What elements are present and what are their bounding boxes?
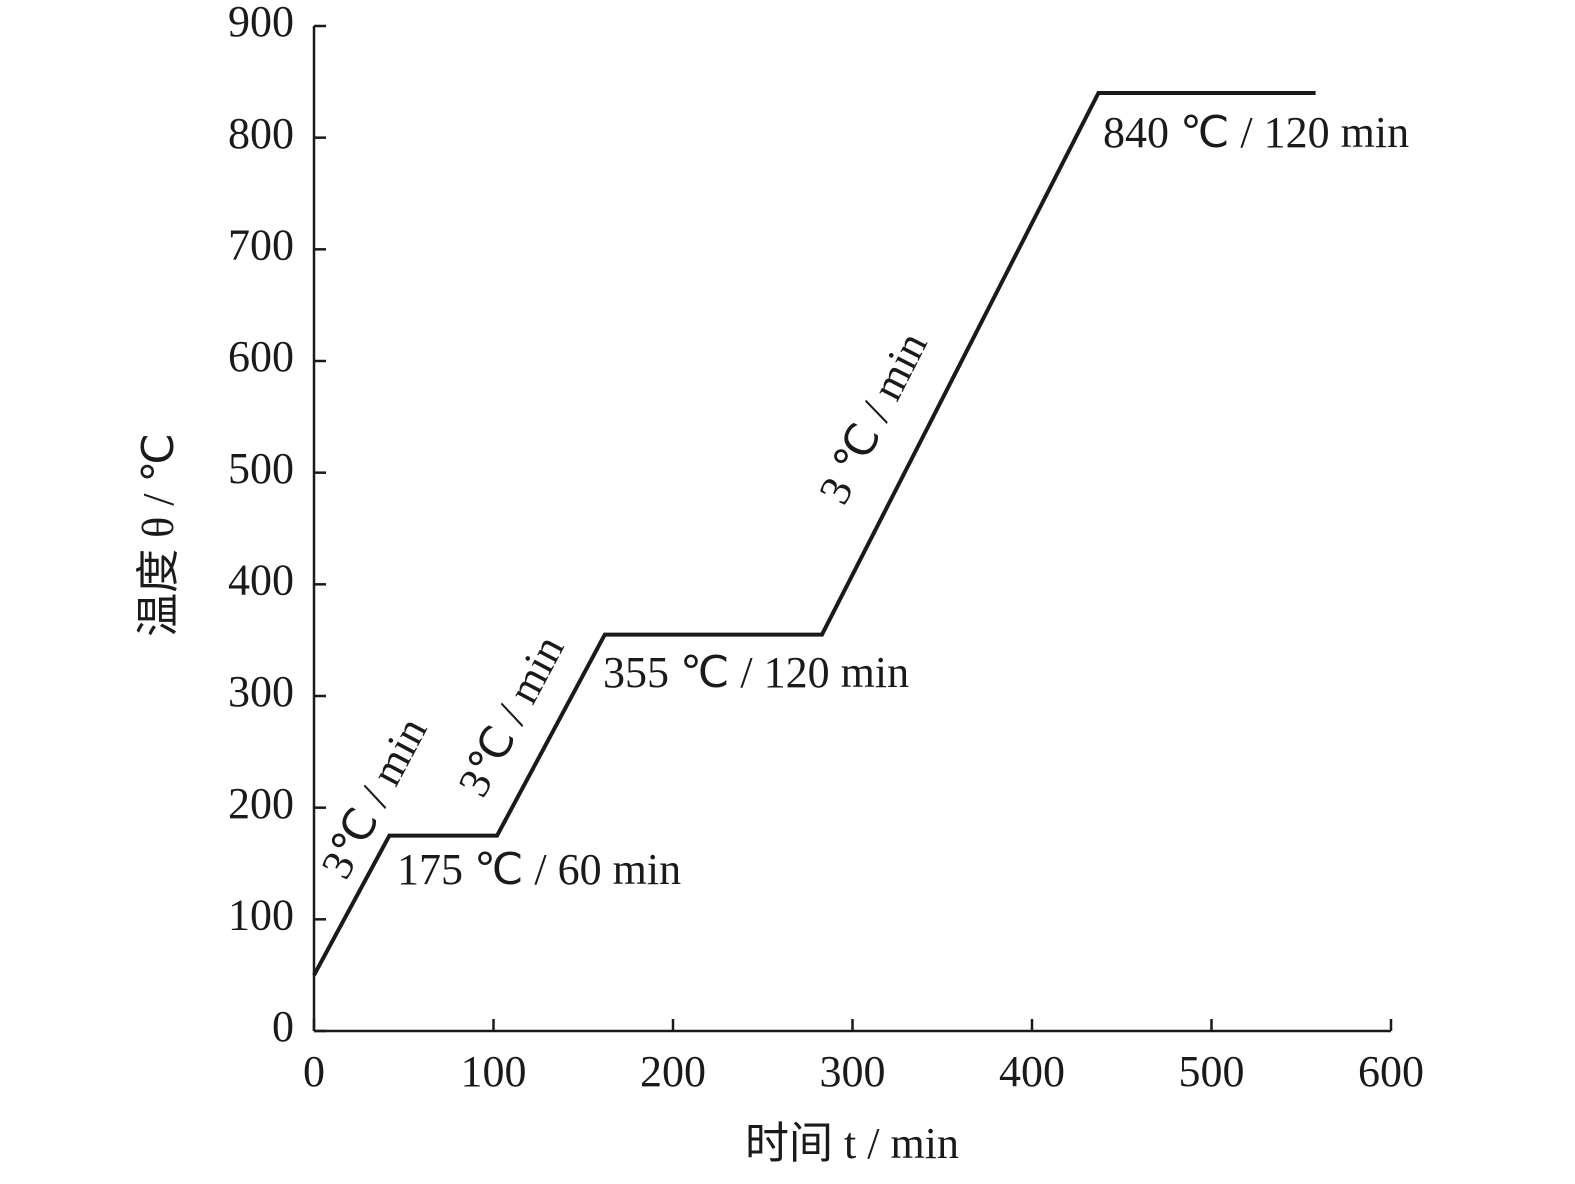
annotation: 840 ℃ / 120 min <box>1103 108 1409 157</box>
x-tick-label: 300 <box>820 1047 886 1096</box>
y-tick-label: 400 <box>228 555 294 604</box>
y-tick-label: 800 <box>228 109 294 158</box>
annotation: 175 ℃ / 60 min <box>397 845 681 894</box>
x-tick-label: 0 <box>303 1047 325 1096</box>
line <box>312 91 1316 977</box>
annotation: 3℃ / min <box>449 628 574 805</box>
y-tick-label: 200 <box>228 779 294 828</box>
annotation: 3 ℃ / min <box>809 324 937 511</box>
y-tick-label: 0 <box>272 1002 294 1051</box>
x-axis-label: 时间 t / min <box>745 1119 959 1168</box>
x-tick-label: 400 <box>999 1047 1065 1096</box>
y-tick-label: 700 <box>228 220 294 269</box>
y-tick-label: 900 <box>228 0 294 46</box>
x-tick-label: 100 <box>461 1047 527 1096</box>
y-tick-label: 300 <box>228 667 294 716</box>
annotation: 355 ℃ / 120 min <box>603 648 909 697</box>
x-tick-label: 200 <box>640 1047 706 1096</box>
y-axis-label: 温度 θ / ℃ <box>134 433 183 637</box>
x-tick-label: 600 <box>1358 1047 1424 1096</box>
y-tick-label: 600 <box>228 332 294 381</box>
x-tick-label: 500 <box>1179 1047 1245 1096</box>
y-tick-label: 500 <box>228 444 294 493</box>
y-tick-label: 100 <box>228 890 294 939</box>
